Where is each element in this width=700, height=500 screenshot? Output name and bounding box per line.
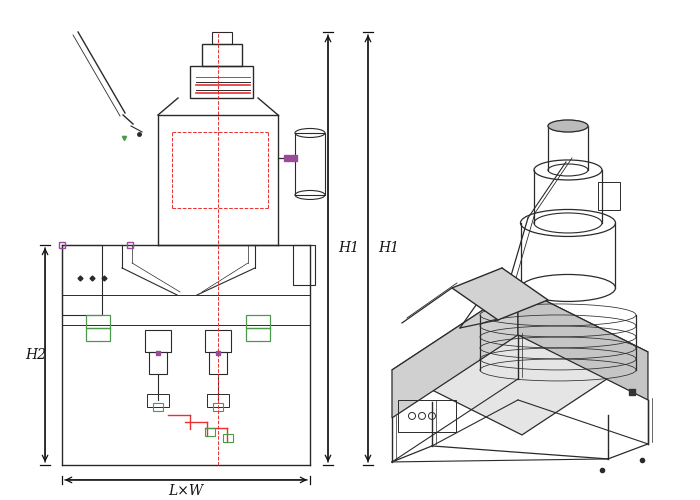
- Bar: [246, 328, 270, 341]
- Bar: [246, 315, 270, 328]
- Text: H1: H1: [338, 241, 359, 255]
- Bar: [295, 133, 325, 195]
- Bar: [207, 394, 229, 407]
- Bar: [205, 330, 231, 352]
- Bar: [398, 400, 456, 432]
- Polygon shape: [518, 287, 648, 400]
- Bar: [86, 328, 110, 341]
- Bar: [190, 66, 253, 98]
- Text: H2: H2: [25, 348, 46, 362]
- Bar: [145, 330, 171, 352]
- Bar: [153, 403, 163, 411]
- Bar: [213, 403, 223, 411]
- Bar: [202, 44, 242, 66]
- Bar: [205, 428, 215, 436]
- Bar: [149, 352, 167, 374]
- Bar: [209, 352, 227, 374]
- Bar: [293, 245, 315, 285]
- Polygon shape: [392, 287, 648, 435]
- Text: L×W: L×W: [169, 484, 204, 498]
- Bar: [212, 32, 232, 44]
- Bar: [223, 434, 233, 442]
- Text: H1: H1: [378, 241, 399, 255]
- Bar: [147, 394, 169, 407]
- Polygon shape: [452, 268, 548, 320]
- Polygon shape: [392, 287, 518, 418]
- Bar: [598, 182, 620, 210]
- Ellipse shape: [548, 120, 588, 132]
- Bar: [86, 315, 110, 328]
- Bar: [62, 245, 102, 315]
